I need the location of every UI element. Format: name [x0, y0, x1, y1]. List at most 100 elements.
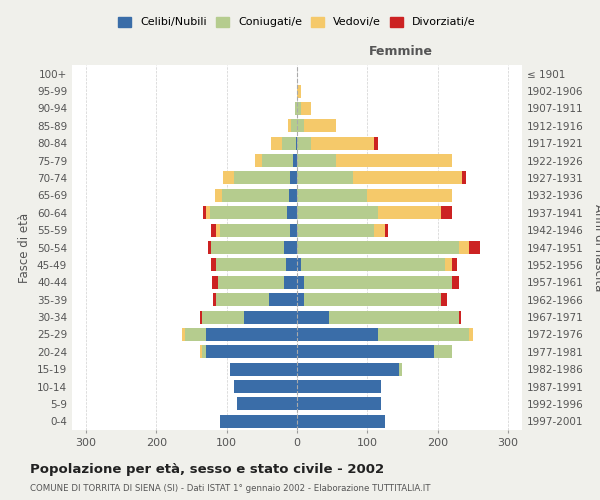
Bar: [296, 136, 297, 149]
Bar: [210, 206, 287, 220]
Bar: [202, 346, 206, 358]
Bar: [297, 224, 374, 236]
Bar: [378, 328, 469, 341]
Bar: [469, 328, 473, 341]
Bar: [297, 398, 382, 410]
Bar: [462, 172, 466, 184]
Bar: [255, 154, 262, 167]
Bar: [297, 84, 301, 98]
Bar: [284, 276, 297, 289]
Bar: [295, 102, 297, 115]
Bar: [367, 189, 452, 202]
Bar: [212, 293, 216, 306]
Bar: [262, 154, 293, 167]
Bar: [284, 241, 297, 254]
Bar: [212, 276, 218, 289]
Bar: [218, 276, 284, 289]
Bar: [206, 328, 297, 341]
Bar: [297, 172, 353, 184]
Bar: [200, 310, 202, 324]
Bar: [297, 189, 367, 202]
Bar: [185, 328, 206, 341]
Bar: [297, 380, 382, 393]
Text: COMUNE DI TORRITA DI SIENA (SI) - Dati ISTAT 1° gennaio 2002 - Elaborazione TUTT: COMUNE DI TORRITA DI SIENA (SI) - Dati I…: [30, 484, 431, 493]
Bar: [297, 120, 304, 132]
Bar: [452, 276, 459, 289]
Bar: [290, 224, 297, 236]
Bar: [304, 293, 441, 306]
Bar: [215, 189, 222, 202]
Bar: [271, 136, 281, 149]
Bar: [297, 154, 335, 167]
Bar: [234, 380, 297, 393]
Bar: [216, 293, 269, 306]
Bar: [269, 293, 297, 306]
Bar: [230, 362, 297, 376]
Bar: [304, 120, 335, 132]
Bar: [301, 102, 311, 115]
Bar: [441, 293, 447, 306]
Bar: [385, 224, 388, 236]
Bar: [374, 136, 378, 149]
Bar: [211, 241, 284, 254]
Bar: [202, 310, 244, 324]
Bar: [399, 362, 403, 376]
Bar: [206, 346, 297, 358]
Bar: [297, 310, 329, 324]
Text: Femmine: Femmine: [368, 44, 433, 58]
Bar: [297, 136, 311, 149]
Bar: [292, 120, 297, 132]
Bar: [353, 172, 462, 184]
Bar: [297, 206, 378, 220]
Bar: [297, 276, 304, 289]
Bar: [452, 258, 457, 272]
Bar: [459, 241, 469, 254]
Text: Popolazione per età, sesso e stato civile - 2002: Popolazione per età, sesso e stato civil…: [30, 462, 384, 475]
Legend: Celibi/Nubili, Coniugati/e, Vedovi/e, Divorziati/e: Celibi/Nubili, Coniugati/e, Vedovi/e, Di…: [114, 12, 480, 32]
Bar: [287, 206, 297, 220]
Bar: [297, 258, 301, 272]
Bar: [374, 224, 385, 236]
Bar: [445, 258, 452, 272]
Bar: [469, 241, 480, 254]
Bar: [237, 398, 297, 410]
Bar: [286, 258, 297, 272]
Bar: [434, 346, 452, 358]
Bar: [378, 206, 441, 220]
Bar: [301, 258, 445, 272]
Bar: [182, 328, 185, 341]
Bar: [203, 206, 206, 220]
Bar: [223, 172, 234, 184]
Bar: [222, 189, 289, 202]
Bar: [220, 224, 290, 236]
Bar: [206, 206, 210, 220]
Bar: [220, 415, 297, 428]
Bar: [281, 136, 296, 149]
Bar: [297, 293, 304, 306]
Bar: [329, 310, 459, 324]
Bar: [297, 346, 434, 358]
Bar: [297, 362, 399, 376]
Bar: [459, 310, 461, 324]
Y-axis label: Fasce di età: Fasce di età: [19, 212, 31, 282]
Bar: [216, 224, 220, 236]
Bar: [289, 189, 297, 202]
Bar: [290, 172, 297, 184]
Bar: [441, 206, 452, 220]
Bar: [304, 276, 452, 289]
Bar: [244, 310, 297, 324]
Bar: [211, 224, 216, 236]
Bar: [335, 154, 452, 167]
Bar: [216, 258, 286, 272]
Bar: [234, 172, 290, 184]
Bar: [211, 258, 216, 272]
Bar: [200, 346, 202, 358]
Y-axis label: Anni di nascita: Anni di nascita: [592, 204, 600, 291]
Bar: [311, 136, 374, 149]
Bar: [297, 328, 378, 341]
Bar: [297, 241, 459, 254]
Bar: [293, 154, 297, 167]
Bar: [288, 120, 292, 132]
Bar: [208, 241, 211, 254]
Bar: [297, 415, 385, 428]
